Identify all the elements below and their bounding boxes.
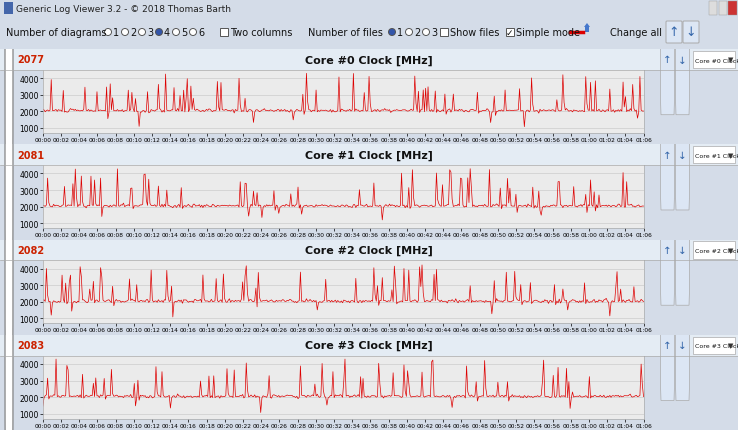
Bar — [0, 240, 738, 261]
Text: Core #0 Clock [MHz]: Core #0 Clock [MHz] — [695, 58, 738, 63]
Circle shape — [139, 29, 145, 37]
FancyBboxPatch shape — [661, 5, 675, 115]
Bar — [693, 52, 735, 69]
Circle shape — [5, 0, 13, 430]
Text: Show files: Show files — [450, 28, 500, 38]
Text: 2082: 2082 — [17, 246, 44, 255]
Bar — [4, 3, 13, 15]
Text: Change all: Change all — [610, 28, 662, 38]
Text: ▼: ▼ — [728, 342, 734, 348]
Text: Core #2 Clock [MHz]: Core #2 Clock [MHz] — [695, 248, 738, 253]
Circle shape — [422, 29, 430, 37]
Text: 5: 5 — [181, 28, 187, 38]
Text: ↑: ↑ — [663, 246, 672, 255]
Circle shape — [405, 29, 413, 37]
FancyBboxPatch shape — [661, 195, 675, 305]
FancyBboxPatch shape — [719, 2, 727, 16]
Text: ▼: ▼ — [728, 247, 734, 253]
Bar — [693, 242, 735, 259]
Text: Number of diagrams: Number of diagrams — [6, 28, 106, 38]
Text: Core #0 Clock [MHz]: Core #0 Clock [MHz] — [305, 55, 433, 65]
Text: Core #2 Clock [MHz]: Core #2 Clock [MHz] — [305, 245, 433, 255]
Text: ↓: ↓ — [678, 341, 687, 350]
FancyBboxPatch shape — [683, 22, 699, 44]
Bar — [440, 29, 448, 37]
Text: ↑: ↑ — [663, 341, 672, 350]
Text: 2077: 2077 — [17, 55, 44, 65]
Circle shape — [5, 0, 13, 430]
Text: Core #1 Clock [MHz]: Core #1 Clock [MHz] — [695, 153, 738, 158]
Text: 4: 4 — [164, 28, 170, 38]
Circle shape — [105, 29, 111, 37]
Text: ▼: ▼ — [728, 57, 734, 63]
Text: 2: 2 — [414, 28, 420, 38]
Text: Simple mode: Simple mode — [516, 28, 580, 38]
Bar — [506, 29, 514, 37]
FancyBboxPatch shape — [661, 100, 675, 210]
FancyBboxPatch shape — [709, 2, 717, 16]
Text: 3: 3 — [147, 28, 153, 38]
FancyBboxPatch shape — [675, 195, 689, 305]
Text: Core #1 Clock [MHz]: Core #1 Clock [MHz] — [305, 150, 433, 160]
FancyBboxPatch shape — [675, 290, 689, 400]
Text: ✓: ✓ — [506, 28, 514, 37]
Text: 2: 2 — [130, 28, 137, 38]
Bar — [0, 145, 738, 166]
Text: 2083: 2083 — [17, 341, 44, 350]
FancyArrow shape — [584, 24, 590, 33]
Text: ↓: ↓ — [678, 55, 687, 65]
Text: Number of files: Number of files — [308, 28, 383, 38]
Circle shape — [173, 29, 179, 37]
Bar — [693, 337, 735, 354]
Text: ↓: ↓ — [678, 150, 687, 160]
FancyBboxPatch shape — [728, 2, 737, 16]
FancyBboxPatch shape — [675, 5, 689, 115]
Bar — [220, 29, 228, 37]
Text: Generic Log Viewer 3.2 - © 2018 Thomas Barth: Generic Log Viewer 3.2 - © 2018 Thomas B… — [16, 4, 231, 13]
Circle shape — [156, 29, 162, 37]
Text: Core #3 Clock [MHz]: Core #3 Clock [MHz] — [305, 340, 433, 350]
Text: ↑: ↑ — [669, 26, 679, 40]
Text: ↑: ↑ — [663, 150, 672, 160]
Bar — [0, 335, 738, 356]
Text: ▼: ▼ — [728, 152, 734, 158]
Text: 2081: 2081 — [17, 150, 44, 160]
Circle shape — [122, 29, 128, 37]
Text: 6: 6 — [198, 28, 204, 38]
Text: ↓: ↓ — [678, 246, 687, 255]
Text: ↓: ↓ — [686, 26, 696, 40]
Text: ↑: ↑ — [663, 55, 672, 65]
Circle shape — [5, 0, 13, 430]
Text: Two columns: Two columns — [230, 28, 292, 38]
Bar — [0, 50, 738, 71]
Bar — [693, 147, 735, 164]
Circle shape — [190, 29, 196, 37]
Circle shape — [388, 29, 396, 37]
Text: 1: 1 — [397, 28, 403, 38]
Text: 1: 1 — [113, 28, 119, 38]
FancyBboxPatch shape — [675, 100, 689, 210]
Text: 3: 3 — [431, 28, 437, 38]
Circle shape — [5, 0, 13, 430]
FancyBboxPatch shape — [666, 22, 682, 44]
Text: Core #3 Clock [MHz]: Core #3 Clock [MHz] — [695, 343, 738, 348]
FancyBboxPatch shape — [661, 290, 675, 400]
